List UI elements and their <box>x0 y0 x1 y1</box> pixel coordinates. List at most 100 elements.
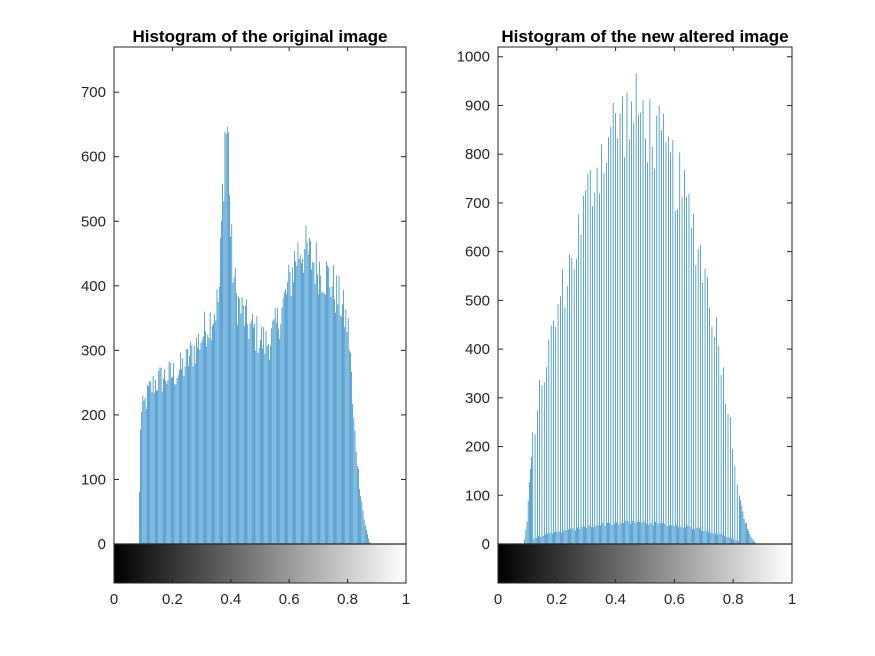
histogram-bar <box>354 430 356 544</box>
histogram-bar <box>139 491 140 544</box>
histogram-bar <box>225 133 227 544</box>
histogram-bar <box>167 380 169 544</box>
histogram-bar <box>533 538 535 544</box>
histogram-bar <box>352 403 354 544</box>
histogram-bar <box>732 449 733 544</box>
histogram-bar <box>613 523 615 544</box>
histogram-bar <box>740 500 741 544</box>
histogram-bar <box>639 521 640 544</box>
histogram-bar <box>307 254 309 544</box>
y-tick-label: 0 <box>98 536 106 553</box>
histogram-bar <box>190 341 192 544</box>
histogram-bar <box>366 529 367 544</box>
histogram-bar <box>142 395 144 544</box>
histogram-bar <box>197 347 198 544</box>
histogram-bar <box>616 522 617 544</box>
histogram-bar <box>636 521 638 544</box>
histogram-bar <box>304 249 306 544</box>
histogram-bar <box>344 327 346 544</box>
axes-box <box>113 46 407 584</box>
histogram-bar <box>701 530 702 544</box>
histogram-bar <box>573 269 575 544</box>
y-tick-label: 400 <box>465 341 490 358</box>
histogram-bar <box>674 210 676 544</box>
histogram-bar <box>207 334 209 544</box>
histogram-bar <box>599 193 600 544</box>
histogram-bar <box>664 523 666 544</box>
histogram-bar <box>529 482 530 544</box>
histogram-bar <box>179 369 180 544</box>
histogram-bar <box>175 384 177 544</box>
histogram-bar <box>684 169 685 545</box>
histogram-bar <box>747 529 748 544</box>
histogram-bar <box>605 162 607 544</box>
histogram-bar <box>361 501 363 544</box>
histogram-bar <box>716 317 717 544</box>
y-tick-label: 700 <box>81 84 106 101</box>
histogram-bar <box>654 168 655 544</box>
histogram-bar <box>688 193 690 545</box>
histogram-bar <box>331 286 333 544</box>
histogram-bar <box>609 522 611 544</box>
histogram-bar <box>269 359 270 544</box>
histogram-bar <box>234 267 236 544</box>
histogram-bar <box>585 190 586 544</box>
histogram-bar <box>532 432 534 544</box>
histogram-bar <box>351 371 352 544</box>
histogram-bar <box>634 522 636 544</box>
histogram-bar <box>346 332 348 544</box>
histogram-bar <box>744 523 746 544</box>
histogram-bar <box>728 537 730 544</box>
histogram-bar <box>703 531 705 544</box>
histogram-bar <box>368 538 369 544</box>
bar-series <box>524 73 756 545</box>
histogram-bar <box>604 525 606 544</box>
histogram-bar <box>282 298 284 544</box>
histogram-bar <box>535 537 537 544</box>
histogram-bar <box>166 383 168 544</box>
histogram-bar <box>313 262 315 544</box>
histogram-bar <box>710 532 712 544</box>
histogram-bar <box>242 305 244 544</box>
histogram-bar <box>643 521 645 544</box>
histogram-bar <box>642 100 644 544</box>
histogram-bar <box>338 276 340 544</box>
histogram-bar <box>586 527 588 544</box>
histogram-bar <box>557 304 559 544</box>
histogram-bar <box>212 325 213 544</box>
histogram-bar <box>220 238 221 545</box>
histogram-bar <box>713 337 715 544</box>
grayscale-colorbar <box>497 543 793 584</box>
histogram-bar <box>301 262 302 544</box>
histogram-bar <box>199 349 201 544</box>
histogram-bar <box>182 358 184 544</box>
histogram-bar <box>241 297 243 544</box>
y-tick-label: 1000 <box>457 49 490 66</box>
histogram-bar <box>551 533 553 544</box>
histogram-bar <box>196 338 197 544</box>
y-tick-label: 300 <box>81 342 106 359</box>
histogram-bar <box>187 349 188 544</box>
histogram-bar <box>222 183 223 545</box>
histogram-bar <box>315 242 317 544</box>
histogram-bar <box>318 294 319 544</box>
histogram-bar <box>333 265 334 544</box>
histogram-bar <box>562 269 563 544</box>
histogram-bar <box>353 417 355 544</box>
histogram-bar <box>160 367 162 544</box>
histogram-bar <box>334 299 335 544</box>
histogram-bar <box>594 192 596 544</box>
histogram-bar <box>345 309 347 544</box>
histogram-bar <box>144 397 146 544</box>
histogram-bar <box>208 337 210 544</box>
histogram-bar <box>192 366 194 544</box>
histogram-bar <box>686 196 687 544</box>
histogram-bar <box>695 265 697 544</box>
histogram-bar <box>256 316 258 544</box>
histogram-bar <box>325 294 326 544</box>
histogram-bar <box>734 465 736 544</box>
histogram-bar <box>168 361 170 544</box>
histogram-bar <box>741 505 743 544</box>
histogram-bar <box>748 531 749 544</box>
histogram-bar <box>626 92 628 545</box>
